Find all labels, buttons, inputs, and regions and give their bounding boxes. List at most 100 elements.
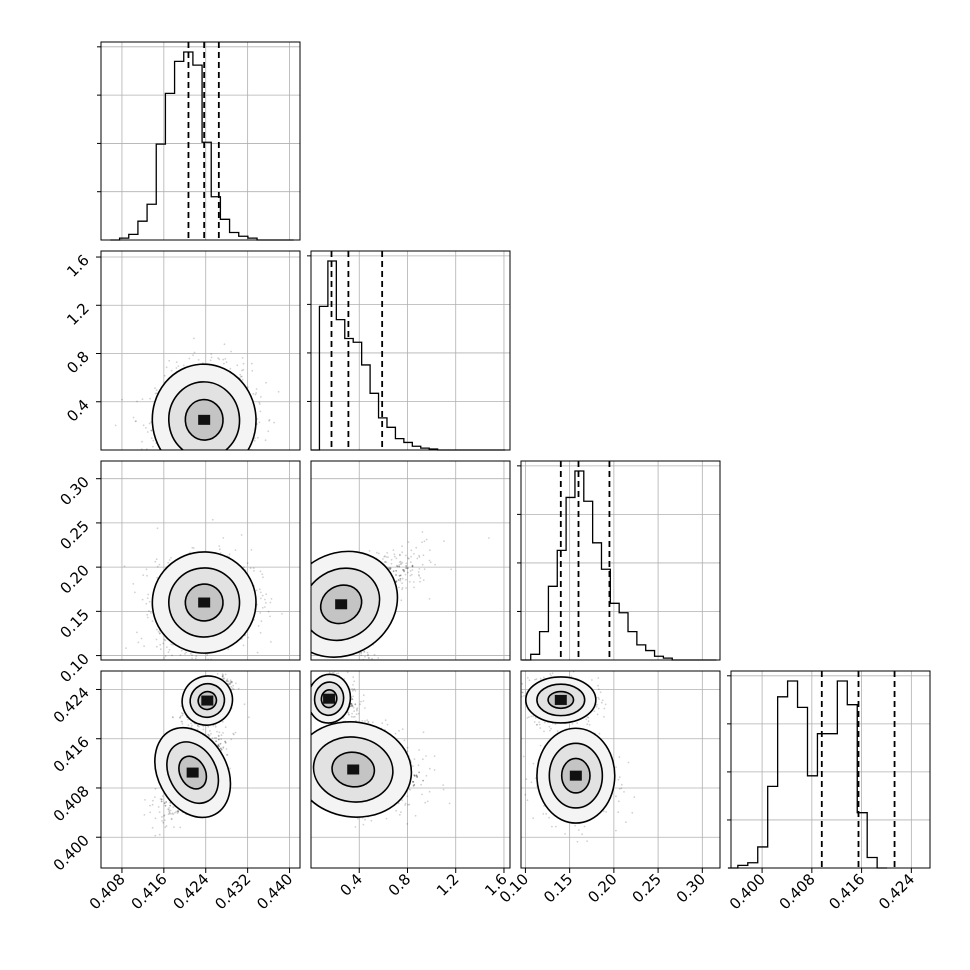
sample-point [400, 562, 403, 565]
sample-point [191, 654, 194, 657]
sample-point [406, 567, 409, 569]
sample-point [243, 566, 245, 569]
sample-point [259, 455, 261, 457]
sample-point [386, 552, 389, 554]
sample-point [203, 457, 205, 459]
sample-point [141, 598, 144, 601]
sample-point [226, 754, 228, 756]
sample-point [198, 475, 200, 477]
sample-point [255, 589, 258, 592]
sample-point [175, 361, 178, 363]
sample-point [173, 496, 175, 498]
sample-point [136, 400, 138, 403]
sample-point [222, 455, 224, 457]
sample-point [255, 392, 258, 394]
sample-point [253, 439, 256, 442]
sample-point [404, 573, 407, 576]
sample-point [393, 553, 396, 556]
sample-point [273, 421, 275, 424]
sample-point [277, 390, 280, 393]
sample-point [410, 573, 413, 576]
sample-point [258, 588, 261, 591]
sample-point [171, 459, 173, 461]
sample-point [389, 568, 391, 571]
sample-point [194, 486, 196, 488]
sample-point [212, 662, 214, 664]
sample-point [259, 631, 262, 634]
sample-point [145, 568, 148, 571]
sample-point [372, 675, 374, 677]
sample-point [215, 737, 218, 739]
sample-point [154, 796, 156, 798]
sample-point [210, 732, 212, 735]
sample-point [405, 562, 408, 565]
sample-point [229, 462, 231, 464]
sample-point [418, 556, 421, 558]
sample-point [385, 561, 388, 564]
sample-point [213, 455, 215, 457]
sample-point [183, 452, 185, 454]
density-peak [198, 597, 211, 608]
sample-point [184, 653, 186, 655]
sample-point [212, 467, 214, 469]
sample-point [179, 480, 181, 482]
sample-point [405, 554, 407, 557]
sample-point [246, 562, 249, 565]
sample-point [384, 555, 386, 557]
sample-point [177, 809, 179, 812]
sample-point [255, 388, 258, 390]
scatter-panel-p1-p3 [100, 460, 301, 664]
sample-point [222, 677, 225, 679]
sample-point [183, 456, 185, 458]
sample-point [177, 477, 179, 479]
sample-point [241, 369, 243, 372]
sample-point [257, 436, 259, 439]
sample-point [162, 642, 165, 645]
sample-point [208, 734, 211, 737]
sample-point [423, 540, 426, 543]
sample-point [221, 453, 223, 455]
sample-point [230, 455, 232, 457]
sample-point [392, 549, 395, 551]
sample-point [224, 463, 226, 465]
sample-point [180, 712, 183, 714]
sample-point [172, 716, 175, 719]
sample-point [226, 680, 228, 683]
sample-point [403, 570, 405, 573]
sample-point [382, 558, 384, 560]
histogram-step-p4 [727, 680, 888, 869]
sample-point [167, 651, 170, 653]
sample-point [146, 431, 149, 433]
sample-point [168, 359, 171, 362]
sample-point [186, 452, 188, 454]
sample-point [224, 726, 227, 728]
sample-point [411, 564, 414, 567]
sample-point [223, 343, 226, 346]
sample-point [265, 381, 267, 384]
sample-point [182, 475, 184, 477]
sample-point [367, 653, 369, 656]
sample-point [220, 664, 222, 666]
sample-point [234, 731, 237, 734]
sample-point [230, 680, 233, 683]
sample-point [171, 818, 173, 821]
sample-point [170, 456, 172, 458]
sample-point [377, 667, 379, 669]
sample-point [195, 474, 197, 476]
sample-point [241, 378, 244, 381]
sample-point [409, 574, 412, 577]
sample-point [401, 587, 404, 589]
sample-point [232, 688, 235, 691]
sample-point [157, 806, 160, 808]
sample-point [224, 358, 227, 360]
sample-point [203, 479, 205, 481]
sample-point [400, 599, 403, 602]
sample-point [443, 540, 445, 542]
scatter-panel-p1-p2 [100, 250, 301, 498]
sample-point [164, 804, 167, 807]
scatter-panel-p2-p3 [310, 460, 511, 677]
sample-point [172, 474, 174, 476]
scatter-panel-p1-p4 [100, 664, 301, 869]
sample-point [156, 527, 159, 530]
